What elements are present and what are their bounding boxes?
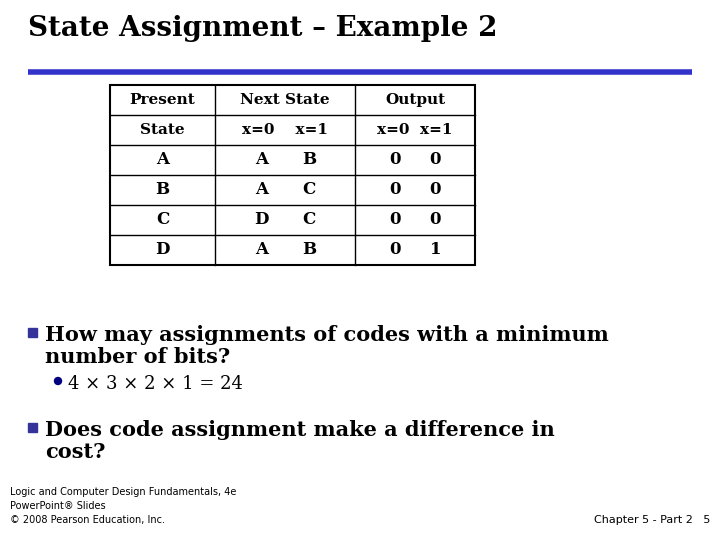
Text: A: A <box>255 241 268 259</box>
Text: D: D <box>254 212 269 228</box>
Text: x=0    x=1: x=0 x=1 <box>242 123 328 137</box>
Text: B: B <box>302 241 316 259</box>
Text: How may assignments of codes with a minimum: How may assignments of codes with a mini… <box>45 325 608 345</box>
Text: cost?: cost? <box>45 442 106 462</box>
Text: State: State <box>140 123 185 137</box>
Text: 0: 0 <box>430 181 441 199</box>
Text: A: A <box>255 152 268 168</box>
Text: 4 × 3 × 2 × 1 = 24: 4 × 3 × 2 × 1 = 24 <box>68 375 243 393</box>
Text: A: A <box>255 181 268 199</box>
Bar <box>28 328 37 337</box>
Text: x=0  x=1: x=0 x=1 <box>377 123 453 137</box>
Text: A: A <box>156 152 169 168</box>
Text: 1: 1 <box>430 241 441 259</box>
Circle shape <box>55 377 61 384</box>
Bar <box>28 423 37 432</box>
Text: C: C <box>156 212 169 228</box>
Text: B: B <box>302 152 316 168</box>
Text: number of bits?: number of bits? <box>45 347 230 367</box>
Text: Does code assignment make a difference in: Does code assignment make a difference i… <box>45 420 554 440</box>
Text: 0: 0 <box>389 212 400 228</box>
Text: C: C <box>302 212 315 228</box>
Bar <box>110 85 475 265</box>
Text: State Assignment – Example 2: State Assignment – Example 2 <box>28 15 498 42</box>
Text: Output: Output <box>385 93 445 107</box>
Text: Present: Present <box>130 93 195 107</box>
Text: D: D <box>156 241 170 259</box>
Text: B: B <box>156 181 170 199</box>
Text: Logic and Computer Design Fundamentals, 4e
PowerPoint® Slides
© 2008 Pearson Edu: Logic and Computer Design Fundamentals, … <box>10 487 236 525</box>
Text: Next State: Next State <box>240 93 330 107</box>
Text: 0: 0 <box>389 152 400 168</box>
Text: 0: 0 <box>389 181 400 199</box>
Text: Chapter 5 - Part 2   5: Chapter 5 - Part 2 5 <box>593 515 710 525</box>
Text: C: C <box>302 181 315 199</box>
Text: 0: 0 <box>430 212 441 228</box>
Text: 0: 0 <box>430 152 441 168</box>
Text: 0: 0 <box>389 241 400 259</box>
